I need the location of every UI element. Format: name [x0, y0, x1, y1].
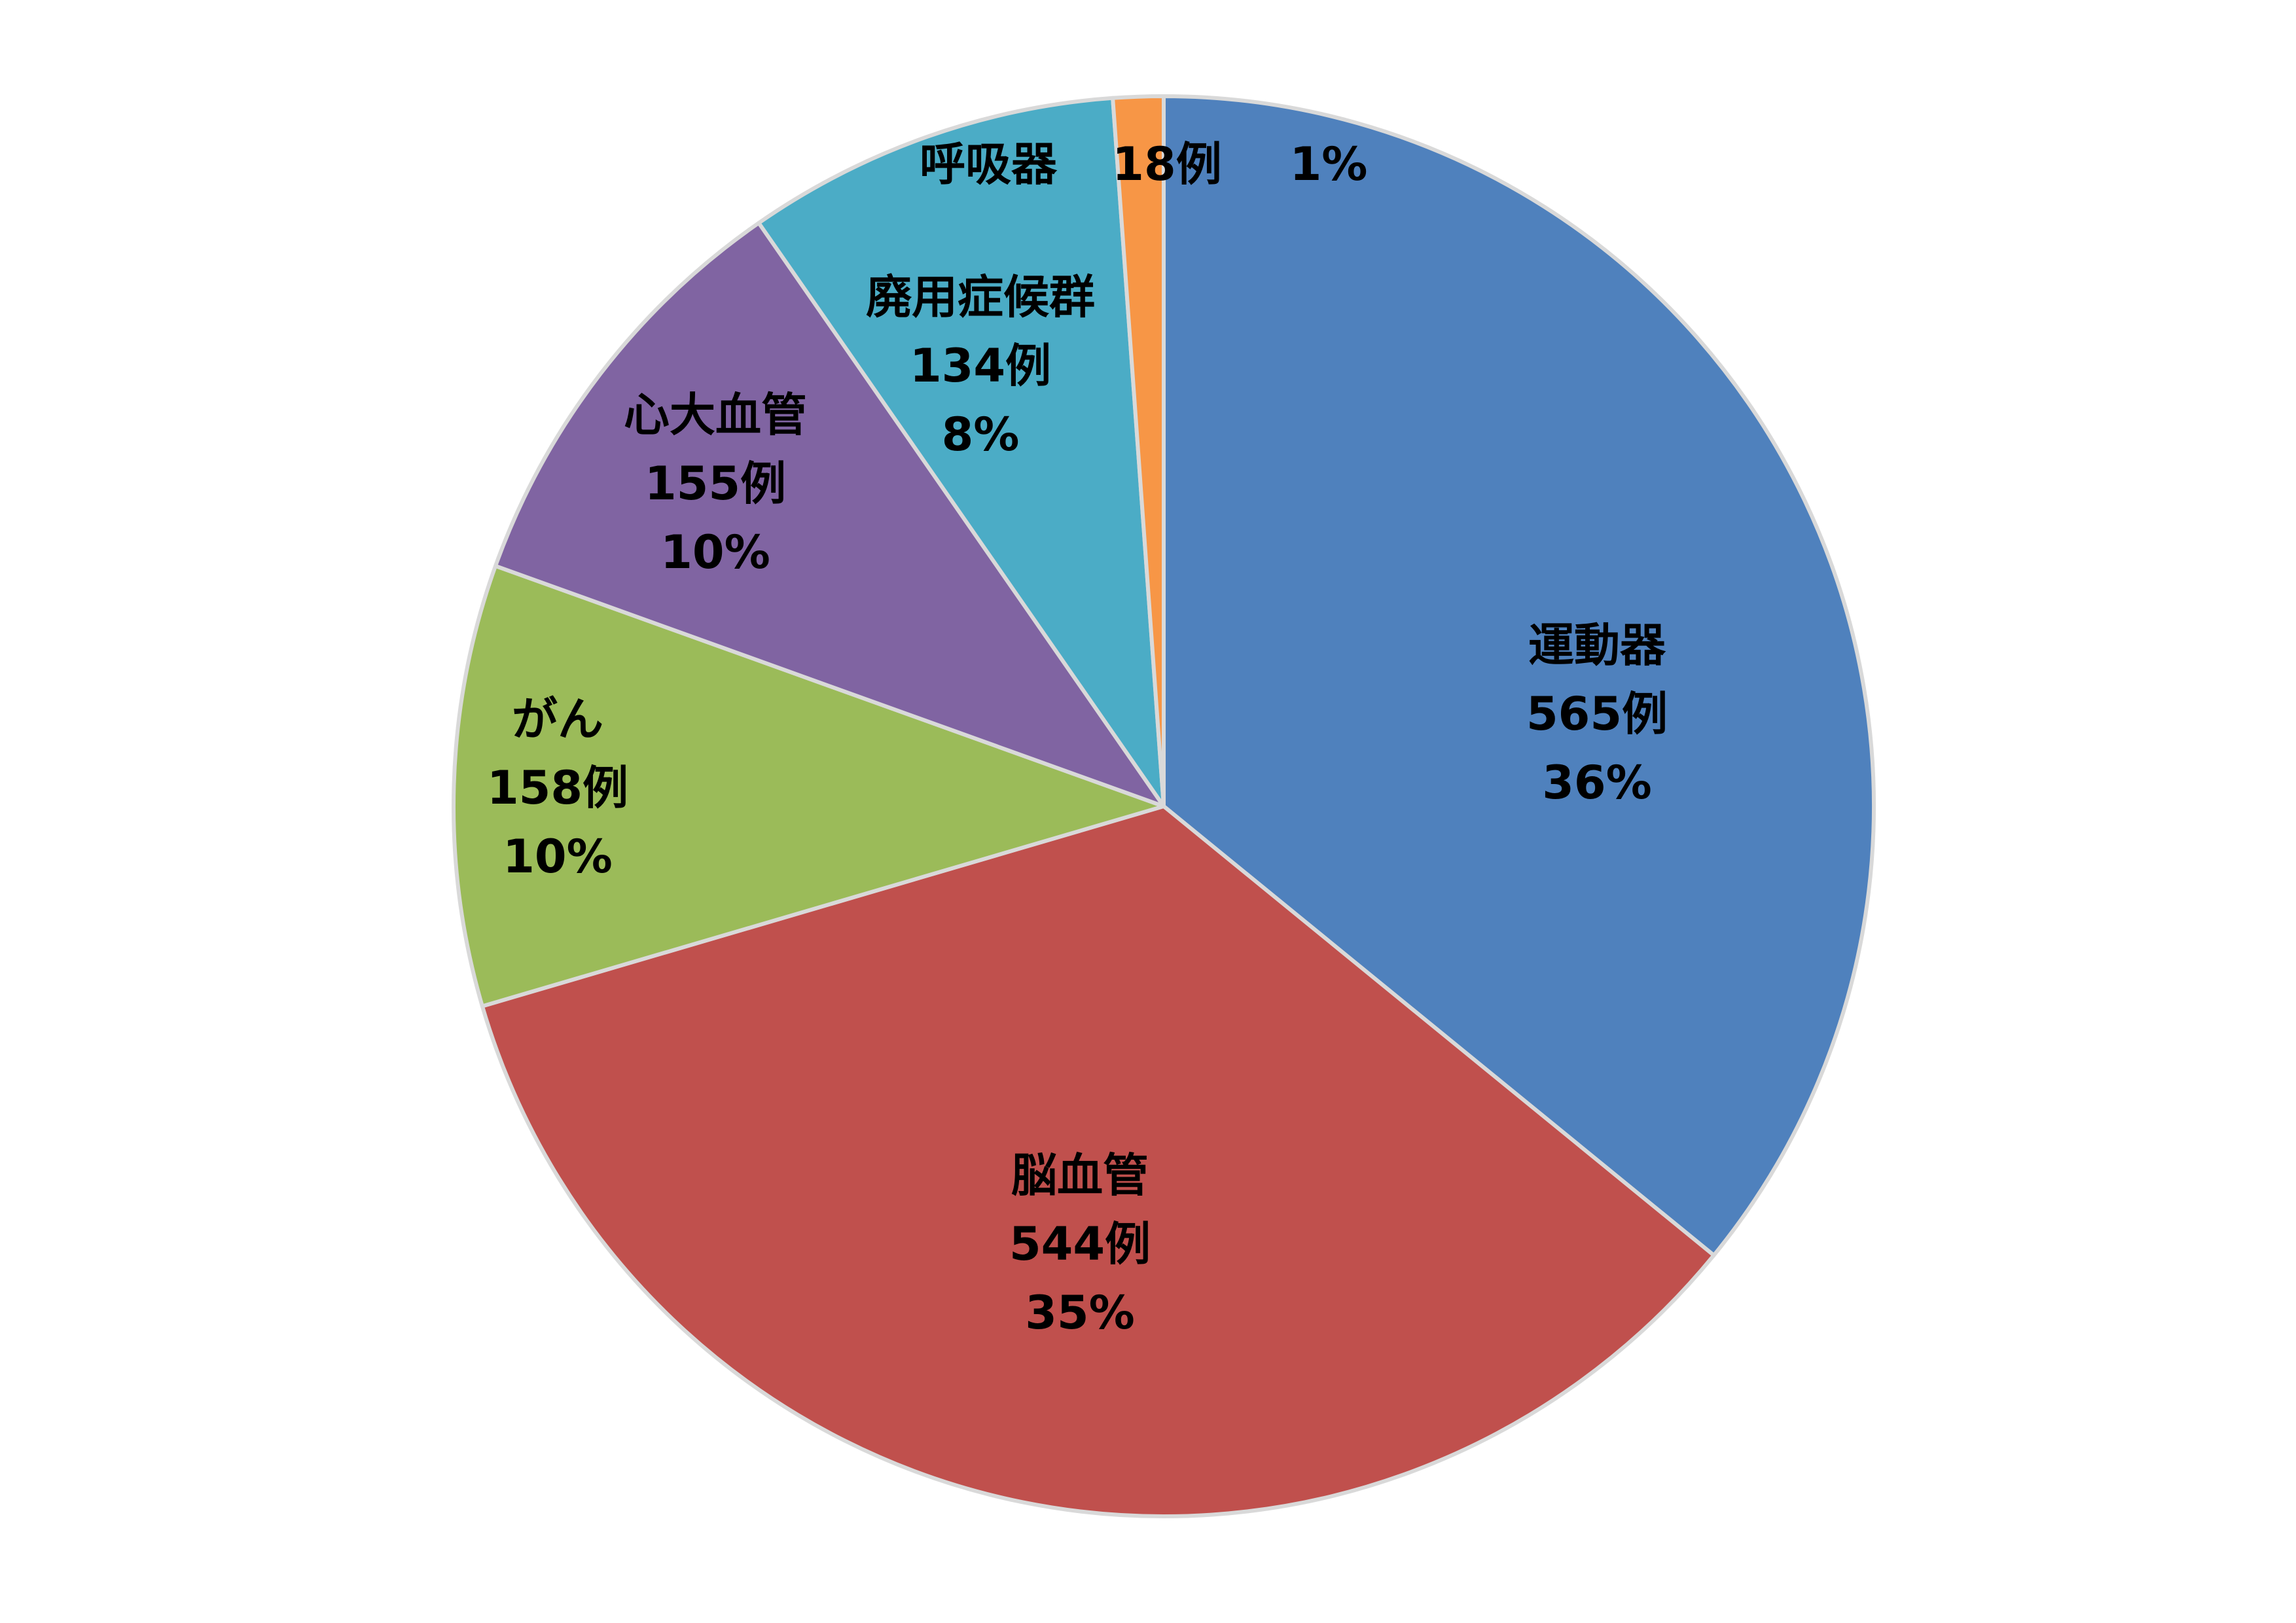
label-shindaikekkan-name: 心大血管 — [624, 388, 807, 442]
label-shindaikekkan-count: 155例 — [645, 457, 786, 510]
label-undouki-name: 運動器 — [1528, 618, 1666, 672]
label-noukekkan-percent: 35% — [1025, 1286, 1135, 1340]
label-haiyou-percent: 8% — [942, 408, 1020, 461]
label-undouki-percent: 36% — [1542, 756, 1652, 810]
pie-slice-kokyuuki — [1111, 94, 1166, 808]
label-noukekkan-name: 脳血管 — [1011, 1149, 1149, 1202]
label-gan-name: がん — [512, 692, 603, 746]
label-shindaikekkan-percent: 10% — [660, 526, 770, 579]
pie-slice-noukekkan — [480, 804, 1716, 1519]
label-gan-count: 158例 — [487, 761, 628, 815]
label-kokyuuki-name: 呼吸器 — [920, 137, 1058, 191]
pie-labels: 運動器 565例 36% 脳血管 544例 35% がん 158例 10% 心大… — [487, 137, 1668, 1340]
pie-slice-undouki — [1162, 94, 1876, 1258]
label-noukekkan-count: 544例 — [1009, 1217, 1151, 1271]
pie-slice-shindaikekkan — [493, 221, 1166, 808]
label-gan-percent: 10% — [503, 830, 613, 883]
pie-slice-haiyou — [757, 96, 1166, 808]
pie-slice-gan — [452, 563, 1166, 1008]
label-undouki-count: 565例 — [1526, 687, 1668, 741]
label-kokyuuki-count: 18例 — [1112, 137, 1221, 191]
label-haiyou-name: 廃用症候群 — [866, 270, 1095, 324]
label-haiyou-count: 134例 — [910, 339, 1051, 393]
pie-slices — [452, 94, 1876, 1519]
label-kokyuuki-percent: 1% — [1290, 137, 1368, 191]
